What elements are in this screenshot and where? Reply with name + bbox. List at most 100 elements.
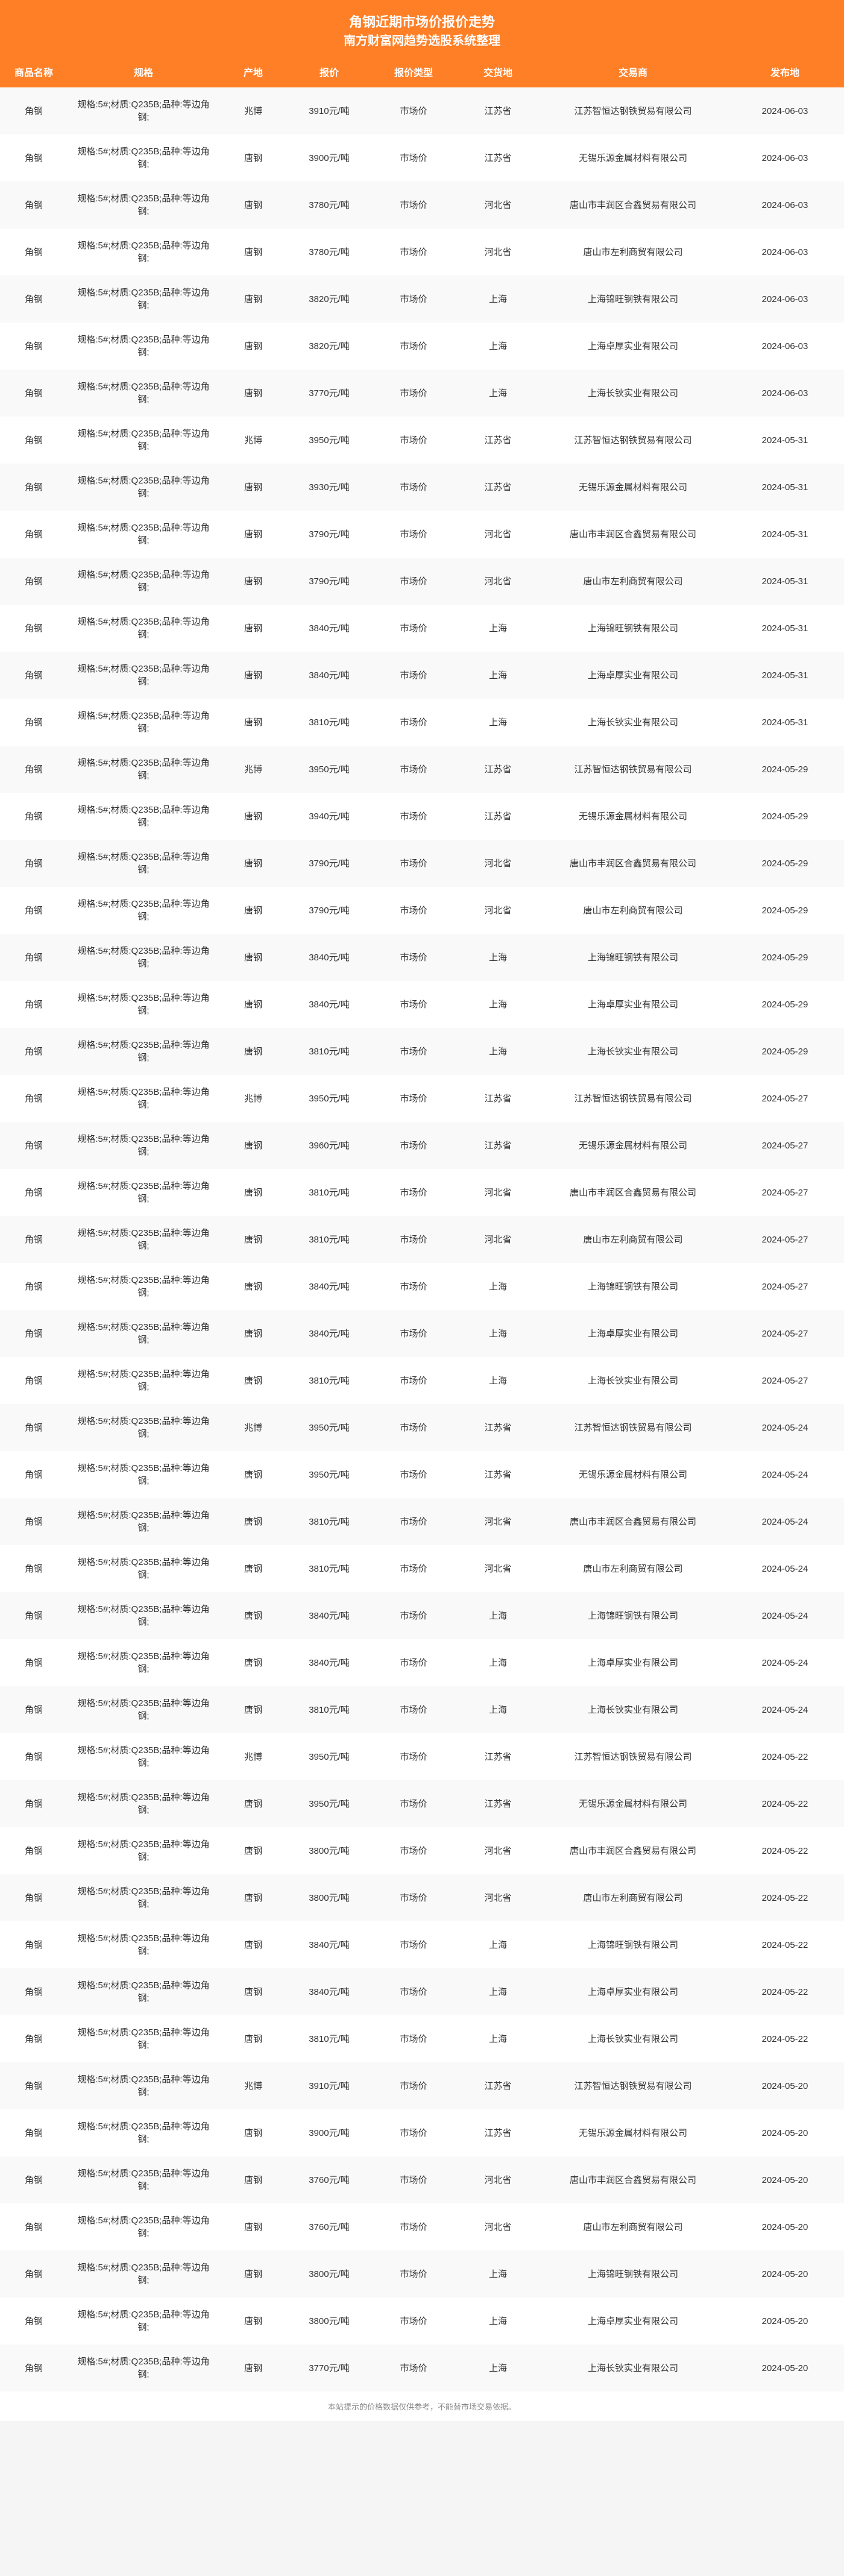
table-cell: 市场价 <box>371 887 456 934</box>
table-cell: 2024-05-24 <box>726 1592 844 1639</box>
table-cell: 3960元/吨 <box>287 1122 371 1169</box>
table-cell: 角钢 <box>0 1780 68 1827</box>
table-cell: 市场价 <box>371 228 456 276</box>
table-cell: 规格:5#;材质:Q235B;品种:等边角钢; <box>68 1827 219 1874</box>
table-wrapper: 商品名称 规格 产地 报价 报价类型 交货地 交易商 发布地 角钢规格:5#;材… <box>0 56 844 2392</box>
table-cell: 角钢 <box>0 228 68 276</box>
table-row: 角钢规格:5#;材质:Q235B;品种:等边角钢;唐钢3840元/吨市场价上海上… <box>0 1921 844 1968</box>
table-row: 角钢规格:5#;材质:Q235B;品种:等边角钢;唐钢3810元/吨市场价河北省… <box>0 1498 844 1545</box>
table-cell: 上海长钬实业有限公司 <box>540 1357 726 1404</box>
table-cell: 上海长钬实业有限公司 <box>540 370 726 417</box>
table-cell: 唐山市丰润区合鑫贸易有限公司 <box>540 2156 726 2203</box>
table-cell: 规格:5#;材质:Q235B;品种:等边角钢; <box>68 887 219 934</box>
table-cell: 上海长钬实业有限公司 <box>540 2015 726 2062</box>
table-cell: 规格:5#;材质:Q235B;品种:等边角钢; <box>68 934 219 981</box>
table-cell: 唐山市丰润区合鑫贸易有限公司 <box>540 181 726 228</box>
table-cell: 规格:5#;材质:Q235B;品种:等边角钢; <box>68 1498 219 1545</box>
table-cell: 2024-06-03 <box>726 276 844 323</box>
table-cell: 角钢 <box>0 323 68 370</box>
table-cell: 唐山市左利商贸有限公司 <box>540 887 726 934</box>
table-cell: 市场价 <box>371 2062 456 2109</box>
table-cell: 3840元/吨 <box>287 652 371 699</box>
col-header-origin: 产地 <box>219 56 287 87</box>
table-cell: 2024-06-03 <box>726 87 844 134</box>
table-cell: 唐钢 <box>219 181 287 228</box>
table-cell: 角钢 <box>0 2109 68 2156</box>
table-cell: 角钢 <box>0 464 68 511</box>
table-cell: 兆博 <box>219 1404 287 1451</box>
table-cell: 上海 <box>456 2297 540 2345</box>
table-cell: 唐钢 <box>219 1357 287 1404</box>
table-cell: 3950元/吨 <box>287 1780 371 1827</box>
table-row: 角钢规格:5#;材质:Q235B;品种:等边角钢;唐钢3930元/吨市场价江苏省… <box>0 464 844 511</box>
table-cell: 规格:5#;材质:Q235B;品种:等边角钢; <box>68 1686 219 1733</box>
col-header-date: 发布地 <box>726 56 844 87</box>
table-cell: 3950元/吨 <box>287 1075 371 1122</box>
table-row: 角钢规格:5#;材质:Q235B;品种:等边角钢;兆博3910元/吨市场价江苏省… <box>0 2062 844 2109</box>
table-cell: 2024-05-31 <box>726 464 844 511</box>
table-cell: 上海卓厚实业有限公司 <box>540 2297 726 2345</box>
table-head: 商品名称 规格 产地 报价 报价类型 交货地 交易商 发布地 <box>0 56 844 87</box>
table-cell: 唐钢 <box>219 1545 287 1592</box>
table-cell: 上海 <box>456 652 540 699</box>
table-cell: 2024-05-24 <box>726 1498 844 1545</box>
table-cell: 2024-05-29 <box>726 934 844 981</box>
table-cell: 上海卓厚实业有限公司 <box>540 1968 726 2015</box>
table-cell: 角钢 <box>0 2297 68 2345</box>
table-cell: 唐钢 <box>219 934 287 981</box>
table-cell: 市场价 <box>371 134 456 181</box>
table-cell: 角钢 <box>0 1968 68 2015</box>
table-cell: 唐钢 <box>219 1639 287 1686</box>
table-cell: 唐钢 <box>219 1780 287 1827</box>
table-cell: 角钢 <box>0 1075 68 1122</box>
table-cell: 唐钢 <box>219 1827 287 1874</box>
table-cell: 3910元/吨 <box>287 2062 371 2109</box>
table-row: 角钢规格:5#;材质:Q235B;品种:等边角钢;唐钢3800元/吨市场价上海上… <box>0 2250 844 2297</box>
table-cell: 3840元/吨 <box>287 1263 371 1310</box>
table-cell: 市场价 <box>371 1216 456 1263</box>
table-cell: 2024-06-03 <box>726 323 844 370</box>
table-cell: 3840元/吨 <box>287 934 371 981</box>
col-header-location: 交货地 <box>456 56 540 87</box>
header-subtitle: 南方财富网趋势选股系统整理 <box>0 32 844 50</box>
table-cell: 市场价 <box>371 2156 456 2203</box>
table-cell: 角钢 <box>0 2015 68 2062</box>
table-cell: 唐山市左利商贸有限公司 <box>540 2203 726 2250</box>
table-cell: 角钢 <box>0 746 68 793</box>
table-cell: 市场价 <box>371 558 456 605</box>
table-cell: 2024-05-29 <box>726 887 844 934</box>
table-row: 角钢规格:5#;材质:Q235B;品种:等边角钢;兆博3910元/吨市场价江苏省… <box>0 87 844 134</box>
table-cell: 角钢 <box>0 2062 68 2109</box>
table-cell: 上海锦旺钢铁有限公司 <box>540 1592 726 1639</box>
table-cell: 规格:5#;材质:Q235B;品种:等边角钢; <box>68 1451 219 1498</box>
table-cell: 规格:5#;材质:Q235B;品种:等边角钢; <box>68 652 219 699</box>
table-cell: 上海 <box>456 2345 540 2392</box>
table-cell: 2024-05-29 <box>726 840 844 887</box>
table-cell: 江苏省 <box>456 793 540 840</box>
table-cell: 江苏智恒达钢铁贸易有限公司 <box>540 2062 726 2109</box>
table-cell: 市场价 <box>371 1827 456 1874</box>
table-cell: 上海 <box>456 1357 540 1404</box>
table-cell: 唐钢 <box>219 2203 287 2250</box>
table-cell: 江苏省 <box>456 1122 540 1169</box>
table-cell: 3760元/吨 <box>287 2156 371 2203</box>
table-cell: 3840元/吨 <box>287 1592 371 1639</box>
table-cell: 规格:5#;材质:Q235B;品种:等边角钢; <box>68 134 219 181</box>
table-cell: 唐钢 <box>219 370 287 417</box>
table-cell: 角钢 <box>0 1263 68 1310</box>
table-row: 角钢规格:5#;材质:Q235B;品种:等边角钢;唐钢3810元/吨市场价河北省… <box>0 1216 844 1263</box>
table-cell: 规格:5#;材质:Q235B;品种:等边角钢; <box>68 558 219 605</box>
table-cell: 3900元/吨 <box>287 2109 371 2156</box>
table-cell: 3810元/吨 <box>287 1028 371 1075</box>
table-cell: 河北省 <box>456 1545 540 1592</box>
table-cell: 3950元/吨 <box>287 417 371 464</box>
table-row: 角钢规格:5#;材质:Q235B;品种:等边角钢;唐钢3800元/吨市场价河北省… <box>0 1874 844 1921</box>
table-cell: 角钢 <box>0 699 68 746</box>
table-cell: 市场价 <box>371 1780 456 1827</box>
table-cell: 江苏省 <box>456 2062 540 2109</box>
table-cell: 3810元/吨 <box>287 1169 371 1216</box>
table-cell: 市场价 <box>371 1968 456 2015</box>
table-cell: 3950元/吨 <box>287 1404 371 1451</box>
table-cell: 河北省 <box>456 1498 540 1545</box>
table-cell: 2024-05-20 <box>726 2203 844 2250</box>
